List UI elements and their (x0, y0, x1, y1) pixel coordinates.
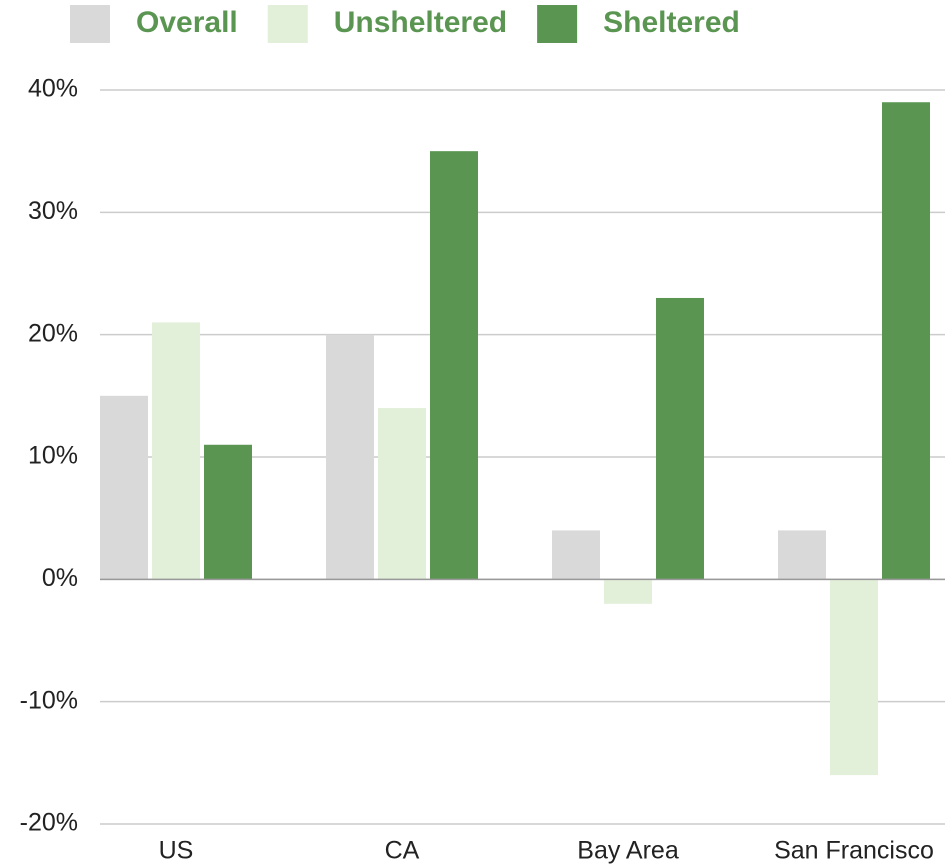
y-tick-label: 30% (28, 197, 78, 225)
legend-swatch (537, 5, 578, 43)
y-tick-label: 10% (28, 442, 78, 470)
bar (430, 151, 478, 580)
bar (204, 444, 252, 580)
y-tick-label: 20% (28, 319, 78, 347)
y-tick-label: -10% (20, 686, 78, 714)
bar (604, 579, 652, 604)
x-tick-label: CA (385, 837, 420, 865)
legend-text: Overall (136, 6, 238, 39)
y-tick-label: 0% (42, 564, 78, 592)
y-tick-label: -20% (20, 809, 78, 837)
bar (552, 530, 600, 580)
x-tick-label: San Francisco (774, 837, 934, 865)
legend-swatch (267, 5, 308, 43)
legend-text: Sheltered (603, 6, 740, 39)
bar (326, 334, 374, 580)
bar (378, 408, 426, 580)
bar (830, 579, 878, 776)
x-tick-label: Bay Area (577, 837, 679, 865)
bar (882, 102, 930, 580)
y-tick-label: 40% (28, 75, 78, 103)
bar (656, 297, 704, 580)
bar (152, 322, 200, 580)
legend-swatch (70, 5, 110, 43)
bar (100, 395, 148, 580)
legend-text: Unsheltered (334, 6, 507, 39)
bar (778, 530, 826, 580)
x-tick-label: US (159, 837, 194, 865)
